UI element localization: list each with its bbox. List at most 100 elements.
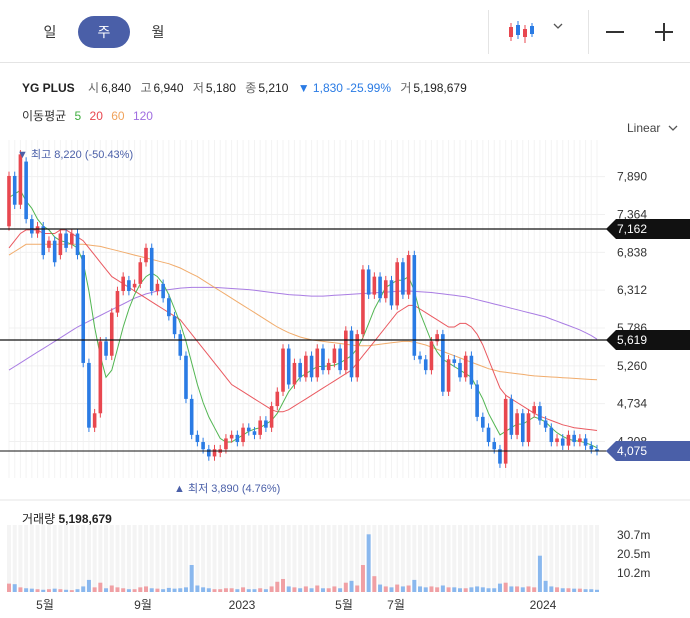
volume-bar bbox=[298, 588, 303, 592]
candle-body bbox=[515, 413, 519, 435]
scale-selector[interactable]: Linear bbox=[627, 121, 678, 135]
candle-body bbox=[304, 355, 308, 378]
volume-bar bbox=[241, 587, 246, 592]
volume-bar bbox=[446, 587, 451, 592]
candle-body bbox=[560, 438, 565, 446]
volume-bar bbox=[252, 589, 257, 592]
ma120-line bbox=[8, 286, 598, 371]
volume-grid bbox=[309, 525, 314, 592]
volume-grid bbox=[235, 525, 240, 592]
candle-body bbox=[69, 233, 74, 245]
volume-bar bbox=[338, 588, 343, 592]
volume-grid bbox=[183, 525, 188, 592]
volume-bar bbox=[189, 565, 194, 592]
volume-bar bbox=[166, 587, 171, 592]
y-tick-label: 6,838 bbox=[617, 245, 647, 259]
volume-bar bbox=[389, 587, 394, 592]
volume-grid bbox=[412, 525, 417, 592]
volume-grid bbox=[480, 525, 485, 592]
candle-body bbox=[281, 348, 285, 392]
volume-grid bbox=[201, 525, 206, 592]
current-price-label: 4,075 bbox=[617, 444, 647, 458]
x-tick-label: 2023 bbox=[229, 598, 256, 612]
volume-grid bbox=[589, 525, 594, 592]
candle-body bbox=[475, 384, 479, 417]
volume-bar bbox=[560, 588, 565, 592]
x-tick-label: 2024 bbox=[530, 598, 557, 612]
volume-bar bbox=[509, 586, 514, 592]
volume-grid bbox=[583, 525, 588, 592]
chevron-down-icon[interactable] bbox=[553, 22, 563, 30]
candle-body bbox=[406, 255, 411, 295]
candle-body bbox=[24, 161, 28, 220]
x-tick-label: 9월 bbox=[134, 598, 152, 612]
candle-body bbox=[532, 406, 537, 414]
volume-bar bbox=[235, 589, 240, 592]
volume-grid bbox=[372, 525, 377, 592]
candle-body bbox=[372, 276, 377, 295]
volume-bar bbox=[64, 589, 69, 592]
candle-body bbox=[269, 406, 274, 428]
tab-monthly[interactable]: 월 bbox=[151, 24, 165, 40]
candle-body bbox=[595, 449, 599, 452]
volume-bar bbox=[18, 587, 23, 592]
minus-icon[interactable] bbox=[606, 31, 624, 33]
volume-grid bbox=[269, 525, 274, 592]
volume-grid bbox=[320, 525, 325, 592]
volume-grid bbox=[109, 525, 114, 592]
volume-grid bbox=[338, 525, 343, 592]
volume-bar bbox=[138, 587, 143, 592]
volume-bar bbox=[98, 582, 103, 592]
volume-grid bbox=[98, 525, 103, 592]
candlestick-icon[interactable] bbox=[508, 20, 534, 44]
candle-body bbox=[47, 240, 51, 248]
tab-daily[interactable]: 일 bbox=[43, 24, 57, 40]
volume-bar bbox=[246, 589, 251, 592]
volume-bar bbox=[195, 585, 200, 592]
current-price-tag bbox=[606, 441, 690, 462]
candle-body bbox=[81, 255, 86, 363]
chevron-down-icon bbox=[668, 125, 678, 131]
volume-bar bbox=[109, 585, 114, 592]
volume-bar bbox=[452, 587, 457, 592]
volume-bar bbox=[35, 589, 40, 592]
volume-bar bbox=[12, 584, 17, 592]
candle-body bbox=[98, 341, 103, 414]
volume-grid bbox=[75, 525, 80, 592]
candle-body bbox=[87, 362, 91, 428]
volume-grid bbox=[349, 525, 354, 592]
volume-grid bbox=[560, 525, 565, 592]
volume-grid bbox=[166, 525, 171, 592]
candle-body bbox=[321, 348, 325, 371]
volume-tick-label: 30.7m bbox=[617, 528, 650, 542]
volume-grid bbox=[281, 525, 286, 592]
volume-bar bbox=[229, 588, 234, 592]
volume-bar bbox=[326, 588, 331, 592]
volume-grid bbox=[86, 525, 91, 592]
volume-bar bbox=[218, 589, 223, 592]
candle-body bbox=[264, 420, 268, 428]
volume-bar bbox=[309, 588, 314, 592]
candle-body bbox=[246, 427, 251, 432]
marker-tag bbox=[606, 329, 690, 350]
low-label: 저 bbox=[192, 81, 204, 95]
plus-icon-vertical bbox=[663, 23, 665, 41]
volume-grid bbox=[486, 525, 491, 592]
stock-info: YG PLUS 시 6,840 고 6,940 저 5,180 종 5,210 ▼ 1,… bbox=[22, 79, 473, 96]
open-value: 6,840 bbox=[101, 81, 132, 95]
tab-weekly[interactable]: 주 bbox=[78, 16, 130, 48]
volume-grid bbox=[326, 525, 331, 592]
candle-body bbox=[189, 398, 194, 435]
volume-bar bbox=[343, 582, 348, 592]
volume-grid bbox=[155, 525, 160, 592]
ma5-line bbox=[8, 189, 598, 449]
candle-body bbox=[75, 233, 80, 256]
volume-label: 거 bbox=[400, 81, 412, 95]
volume-value: 5,198,679 bbox=[413, 81, 467, 95]
candle-body bbox=[549, 427, 554, 443]
ma120-label: 120 bbox=[132, 109, 153, 123]
volume-title-label: 거래량 bbox=[22, 512, 56, 526]
volume-grid bbox=[115, 525, 120, 592]
candle-body bbox=[401, 262, 405, 295]
